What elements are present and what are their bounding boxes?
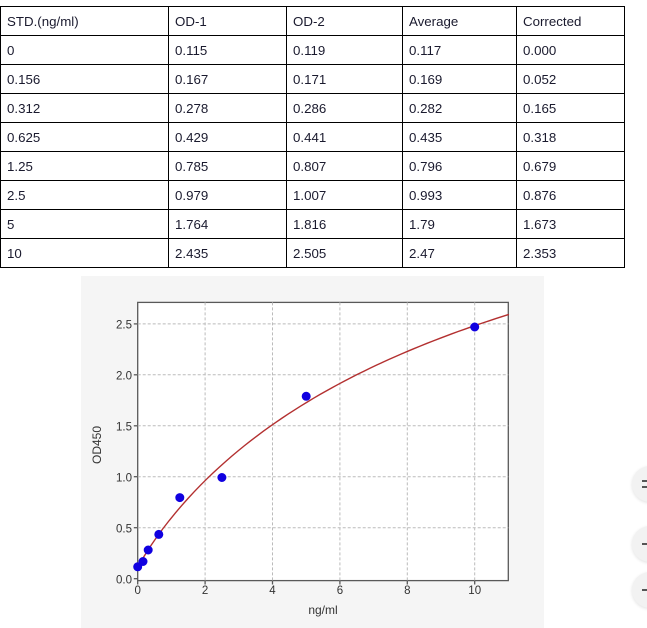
svg-text:0.5: 0.5 — [116, 524, 132, 536]
svg-text:1.5: 1.5 — [116, 422, 132, 434]
svg-text:ng/ml: ng/ml — [308, 603, 337, 617]
svg-text:10: 10 — [468, 585, 481, 597]
svg-text:6: 6 — [337, 585, 343, 597]
svg-text:8: 8 — [404, 585, 410, 597]
svg-text:1.0: 1.0 — [116, 473, 132, 485]
svg-text:2.5: 2.5 — [116, 320, 132, 332]
svg-text:4: 4 — [269, 585, 276, 597]
svg-text:0: 0 — [134, 585, 140, 597]
svg-text:OD450: OD450 — [90, 426, 104, 464]
svg-text:0.0: 0.0 — [116, 575, 132, 587]
svg-text:2: 2 — [202, 585, 208, 597]
svg-text:2.0: 2.0 — [116, 371, 132, 383]
